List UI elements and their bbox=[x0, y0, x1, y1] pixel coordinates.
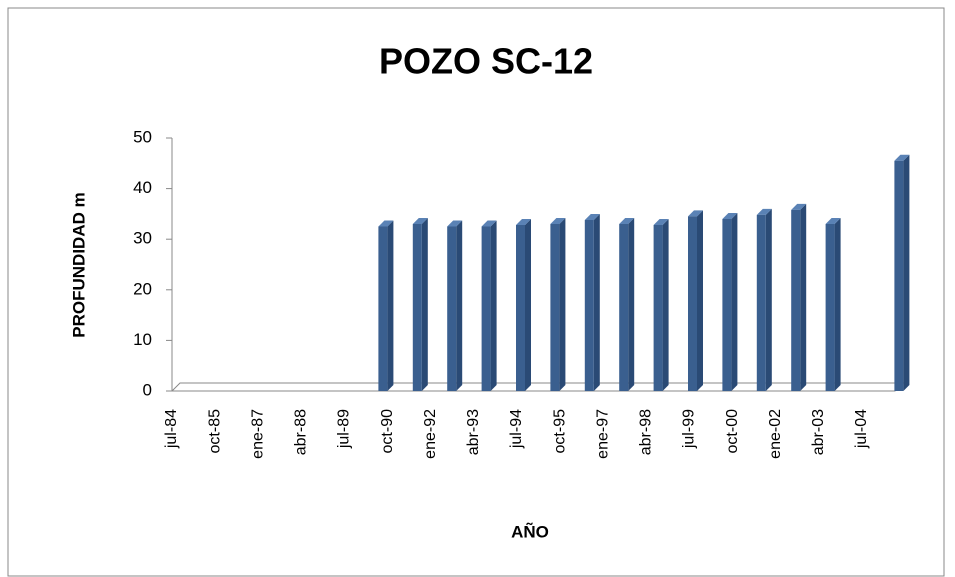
bar-side bbox=[731, 212, 738, 391]
bar-top bbox=[894, 154, 910, 161]
bar-front bbox=[481, 226, 491, 391]
bar-top bbox=[584, 213, 600, 220]
bar-top bbox=[378, 220, 394, 227]
bar-front bbox=[756, 214, 766, 391]
bar-front bbox=[516, 225, 525, 391]
bar-side bbox=[834, 218, 841, 391]
bar-top bbox=[550, 218, 566, 225]
bar-top bbox=[481, 220, 497, 227]
y-tick-label: 50 bbox=[133, 127, 152, 146]
bar bbox=[791, 203, 807, 391]
bar-front bbox=[378, 226, 388, 391]
bar-front bbox=[619, 224, 629, 391]
bar bbox=[516, 219, 531, 391]
x-axis-label: AÑO bbox=[511, 521, 549, 541]
y-axis-label: PROFUNDIDAD m bbox=[69, 192, 88, 337]
x-tick-label: jul-04 bbox=[853, 409, 870, 449]
bar-side bbox=[421, 218, 428, 391]
bar-top bbox=[447, 220, 463, 227]
bar-top bbox=[688, 210, 703, 217]
bar-front bbox=[722, 218, 732, 391]
bar bbox=[756, 208, 772, 391]
bar bbox=[550, 218, 566, 391]
x-tick-label: ene-97 bbox=[594, 409, 611, 459]
x-tick-label: jul-89 bbox=[336, 409, 353, 449]
bar-side bbox=[387, 220, 394, 391]
bar-front bbox=[584, 219, 594, 391]
y-tick-label: 40 bbox=[133, 178, 152, 197]
bar bbox=[825, 218, 841, 391]
bar-front bbox=[550, 224, 560, 391]
x-tick-label: abr-98 bbox=[638, 409, 655, 455]
bar-side bbox=[559, 218, 566, 391]
y-tick-label: 10 bbox=[133, 330, 152, 349]
x-tick-label: ene-87 bbox=[249, 409, 266, 459]
bar-side bbox=[525, 219, 531, 391]
x-tick-label: abr-03 bbox=[810, 409, 827, 455]
bar-top bbox=[756, 208, 772, 215]
bar bbox=[722, 212, 738, 391]
x-tick-label: abr-88 bbox=[293, 409, 310, 455]
bar bbox=[688, 210, 703, 391]
bar-side bbox=[662, 219, 669, 391]
bar bbox=[653, 219, 669, 391]
x-tick-label: ene-02 bbox=[767, 409, 784, 459]
x-tick-label: oct-85 bbox=[206, 409, 223, 454]
bar-side bbox=[490, 220, 497, 391]
bar-side bbox=[800, 203, 807, 391]
bar-side bbox=[628, 218, 635, 391]
x-tick-label: jul-99 bbox=[681, 409, 698, 449]
bar-top bbox=[791, 203, 807, 210]
x-tick-label: ene-92 bbox=[422, 409, 439, 459]
bar bbox=[481, 220, 497, 391]
chart-border bbox=[7, 7, 945, 577]
bar bbox=[447, 220, 463, 391]
bar-top bbox=[825, 218, 841, 225]
bar-top bbox=[722, 212, 738, 219]
bar bbox=[412, 218, 428, 391]
x-tick-label: jul-94 bbox=[508, 409, 525, 449]
bar-front bbox=[688, 216, 697, 391]
bar-side bbox=[697, 210, 703, 391]
bar-side bbox=[903, 154, 910, 391]
bar-side bbox=[765, 208, 772, 391]
bar bbox=[894, 154, 910, 391]
bar-front bbox=[412, 224, 422, 391]
bar-side bbox=[593, 213, 600, 391]
bar bbox=[619, 218, 635, 391]
x-tick-label: jul-84 bbox=[163, 409, 180, 449]
x-tick-label: oct-95 bbox=[551, 409, 568, 454]
bar-top bbox=[412, 218, 428, 225]
bar-front bbox=[825, 224, 835, 391]
bar-front bbox=[447, 226, 457, 391]
bar-top bbox=[619, 218, 635, 225]
y-tick-label: 20 bbox=[133, 279, 152, 298]
bar-front bbox=[653, 225, 663, 391]
y-tick-label: 0 bbox=[143, 380, 152, 399]
chart-title: POZO SC-12 bbox=[379, 41, 593, 82]
x-tick-label: oct-90 bbox=[379, 409, 396, 454]
bar bbox=[584, 213, 600, 391]
bar-side bbox=[456, 220, 463, 391]
bar bbox=[378, 220, 394, 391]
x-tick-label: abr-93 bbox=[465, 409, 482, 455]
x-tick-label: oct-00 bbox=[724, 409, 741, 454]
bar-front bbox=[791, 209, 801, 391]
bar-front bbox=[894, 160, 904, 391]
bar-top bbox=[516, 219, 531, 226]
bar-top bbox=[653, 219, 669, 226]
y-tick-label: 30 bbox=[133, 229, 152, 248]
